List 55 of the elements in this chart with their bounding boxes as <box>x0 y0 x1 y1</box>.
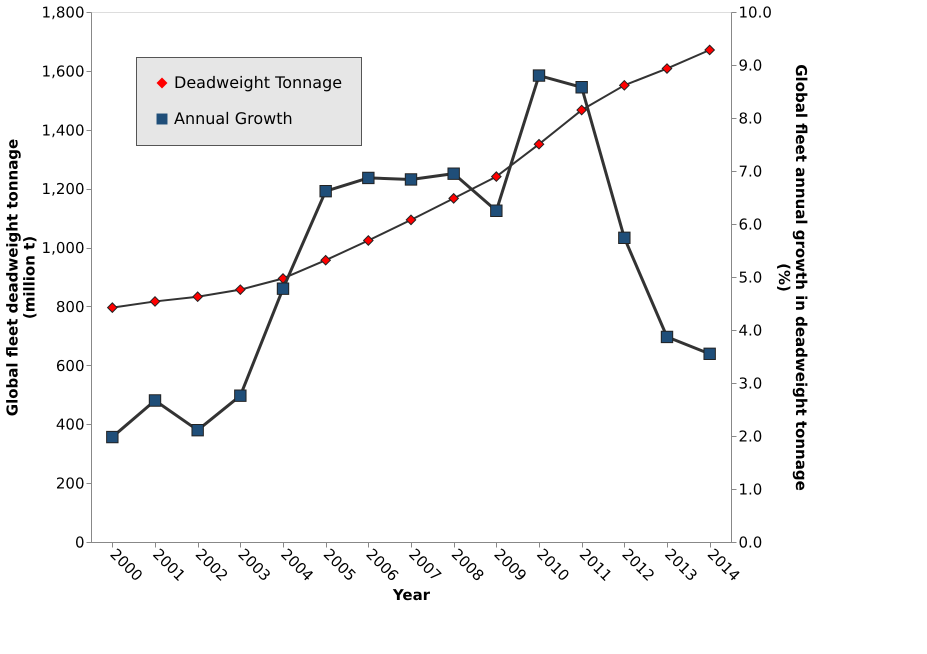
y2-tick-label: 4.0 <box>738 322 762 340</box>
point <box>320 254 331 266</box>
y2-axis-title: Global fleet annual growth in deadweight tonnage (%) <box>774 64 810 491</box>
point <box>532 69 546 82</box>
point <box>404 173 418 186</box>
point <box>363 235 374 246</box>
y-axis-title: Global fleet deadweight tonnage (million t) <box>4 138 39 416</box>
point <box>362 172 375 184</box>
y-tick-label: 1,200 <box>42 180 84 198</box>
point <box>619 80 630 91</box>
point <box>406 214 416 226</box>
point <box>491 171 502 182</box>
point <box>534 138 544 150</box>
y2-tick-label: 8.0 <box>738 110 762 128</box>
y2-tick-label: 5.0 <box>738 268 762 286</box>
point <box>234 390 247 402</box>
point <box>235 284 246 295</box>
point <box>660 330 674 344</box>
y2-tick-label: 3.0 <box>738 374 762 392</box>
y2-tick-label: 6.0 <box>738 216 762 234</box>
y2-tick-label: 10.0 <box>738 4 772 22</box>
legend-label: Deadweight Tonnage <box>174 73 342 92</box>
point <box>448 193 459 204</box>
point <box>704 44 715 56</box>
point <box>148 394 162 407</box>
y-tick-label: 0 <box>74 534 84 552</box>
point <box>618 232 631 244</box>
point <box>276 282 290 295</box>
x-axis-title: Year <box>392 586 431 604</box>
point <box>575 81 588 94</box>
y-tick-label: 400 <box>56 416 84 434</box>
point <box>319 184 332 198</box>
y-tick-label: 1,400 <box>42 121 84 140</box>
y-tick-label: 600 <box>56 356 84 375</box>
point <box>191 424 204 436</box>
y-tick-label: 1,800 <box>42 4 84 22</box>
y2-tick-label: 0.0 <box>738 534 762 552</box>
y2-tick-label: 1.0 <box>738 480 762 498</box>
y-tick-label: 200 <box>56 474 84 493</box>
point <box>106 430 119 444</box>
y-tick-label: 800 <box>56 298 84 316</box>
y2-tick-label: 9.0 <box>738 56 762 74</box>
point <box>447 167 460 180</box>
point <box>490 204 503 217</box>
point <box>703 348 716 360</box>
point <box>150 296 160 307</box>
point <box>107 302 118 313</box>
y-tick-label: 1,600 <box>42 62 84 80</box>
point <box>576 104 587 116</box>
y2-tick-label: 7.0 <box>738 162 762 180</box>
point <box>192 291 203 302</box>
point <box>662 63 672 74</box>
legend-label: Annual Growth <box>174 109 293 128</box>
y2-tick-label: 2.0 <box>738 428 762 446</box>
y-tick-label: 1,000 <box>42 239 84 258</box>
